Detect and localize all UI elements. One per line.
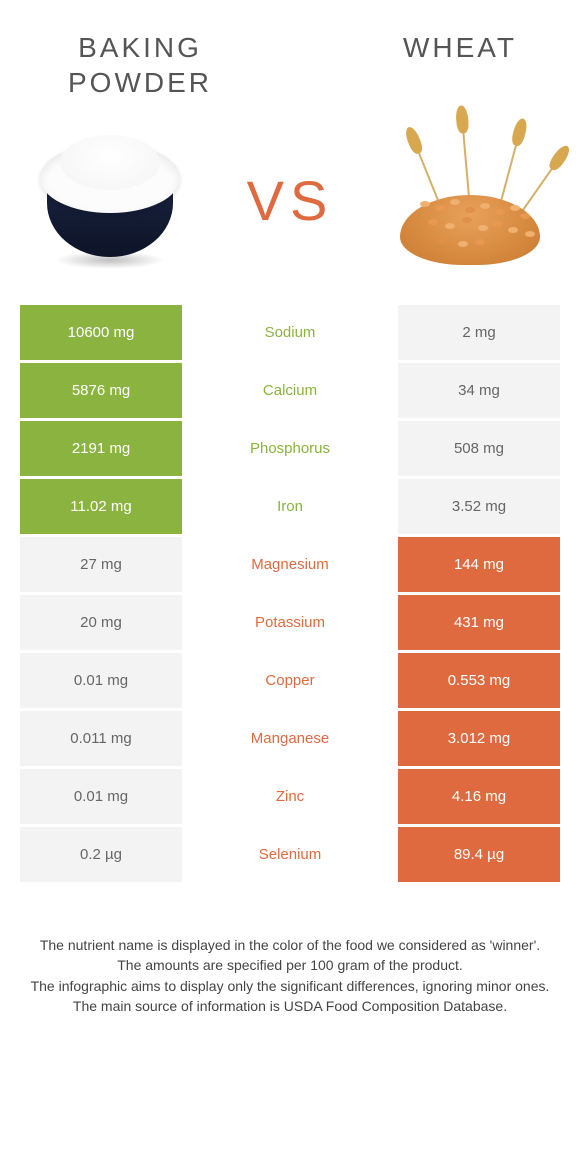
nutrient-name-cell: Sodium [182,305,398,360]
nutrient-name-cell: Selenium [182,827,398,882]
left-value-cell: 0.01 mg [20,769,182,824]
header: Baking powder Wheat [0,0,580,110]
right-value-cell: 3.52 mg [398,479,560,534]
right-value-cell: 89.4 µg [398,827,560,882]
left-food-title: Baking powder [40,30,240,100]
table-row: 20 mgPotassium431 mg [20,595,560,650]
left-value-cell: 11.02 mg [20,479,182,534]
nutrient-name-cell: Manganese [182,711,398,766]
right-value-cell: 144 mg [398,537,560,592]
comparison-table: 10600 mgSodium2 mg5876 mgCalcium34 mg219… [20,305,560,882]
table-row: 10600 mgSodium2 mg [20,305,560,360]
table-row: 11.02 mgIron3.52 mg [20,479,560,534]
right-value-cell: 0.553 mg [398,653,560,708]
nutrient-name-cell: Potassium [182,595,398,650]
left-value-cell: 5876 mg [20,363,182,418]
right-value-cell: 508 mg [398,421,560,476]
left-value-cell: 27 mg [20,537,182,592]
nutrient-name-cell: Magnesium [182,537,398,592]
footnote-line: The amounts are specified per 100 gram o… [28,955,552,975]
baking-powder-image [30,120,190,280]
right-value-cell: 34 mg [398,363,560,418]
right-value-cell: 4.16 mg [398,769,560,824]
left-value-cell: 20 mg [20,595,182,650]
footnote-line: The infographic aims to display only the… [28,976,552,996]
left-value-cell: 0.011 mg [20,711,182,766]
images-row: VS [0,110,580,305]
nutrient-name-cell: Zinc [182,769,398,824]
wheat-image [390,120,550,280]
nutrient-name-cell: Copper [182,653,398,708]
left-value-cell: 10600 mg [20,305,182,360]
right-food-title: Wheat [380,30,540,65]
right-value-cell: 3.012 mg [398,711,560,766]
nutrient-name-cell: Calcium [182,363,398,418]
table-row: 2191 mgPhosphorus508 mg [20,421,560,476]
vs-label: VS [247,168,334,233]
left-value-cell: 2191 mg [20,421,182,476]
table-row: 0.011 mgManganese3.012 mg [20,711,560,766]
footnote-line: The nutrient name is displayed in the co… [28,935,552,955]
table-row: 0.01 mgZinc4.16 mg [20,769,560,824]
nutrient-name-cell: Iron [182,479,398,534]
nutrient-name-cell: Phosphorus [182,421,398,476]
table-row: 27 mgMagnesium144 mg [20,537,560,592]
table-row: 0.2 µgSelenium89.4 µg [20,827,560,882]
table-row: 5876 mgCalcium34 mg [20,363,560,418]
table-row: 0.01 mgCopper0.553 mg [20,653,560,708]
footnotes: The nutrient name is displayed in the co… [0,885,580,1016]
right-value-cell: 2 mg [398,305,560,360]
left-value-cell: 0.2 µg [20,827,182,882]
footnote-line: The main source of information is USDA F… [28,996,552,1016]
left-value-cell: 0.01 mg [20,653,182,708]
right-value-cell: 431 mg [398,595,560,650]
